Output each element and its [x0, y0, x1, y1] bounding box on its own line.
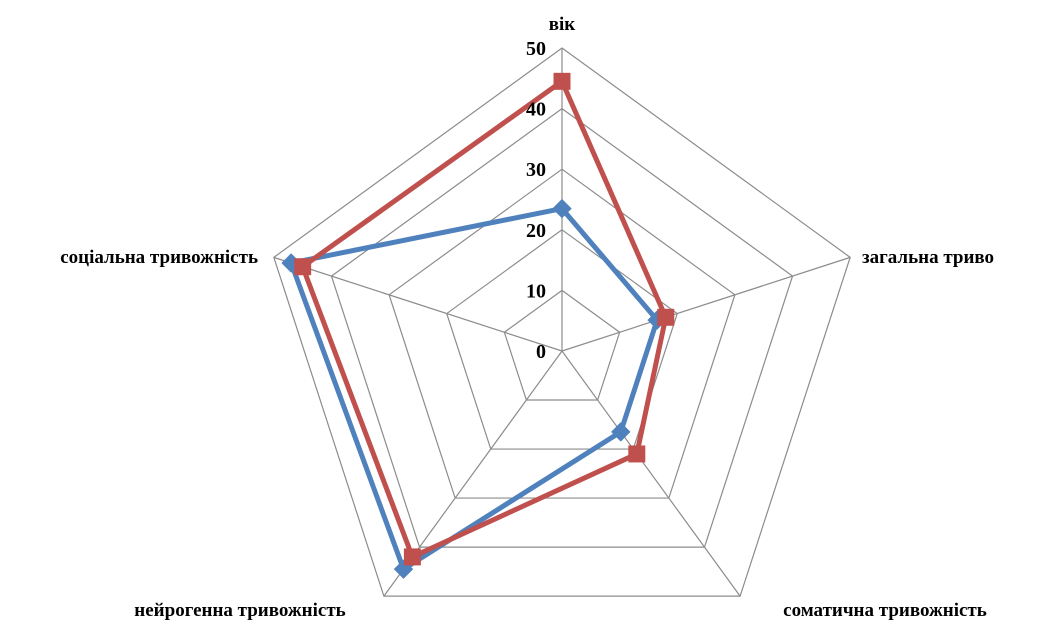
series-2-point	[294, 258, 312, 276]
series-2-point	[553, 72, 571, 90]
radar-axis-labels: вік загальна триво соматична тривожність не…	[60, 14, 994, 620]
series-1-point	[611, 422, 631, 442]
series-1-line	[288, 206, 660, 572]
tick-label: 10	[526, 280, 546, 302]
tick-label: 50	[526, 38, 546, 60]
axis-label: загальна триво	[862, 247, 994, 268]
axis-label: соціальна тривожність	[60, 247, 258, 268]
series-2-point	[657, 308, 675, 326]
series-2-line	[300, 78, 669, 560]
series-2-point	[403, 548, 421, 566]
radar-tick-labels: 0 10 20 30 40 50	[526, 38, 546, 363]
radar-grid	[273, 47, 851, 597]
series-1-point	[552, 198, 572, 219]
radar-series	[281, 72, 675, 579]
axis-spoke	[561, 256, 851, 352]
tick-label: 0	[536, 341, 546, 363]
grid-ring	[273, 47, 851, 597]
axis-label: нейрогенна тривожність	[134, 600, 345, 620]
axis-spoke	[273, 256, 563, 352]
axis-spoke	[561, 350, 741, 597]
axis-label: соматична тривожність	[783, 600, 987, 620]
grid-ring	[388, 168, 736, 499]
axis-label: вік	[549, 14, 576, 35]
tick-label: 20	[526, 220, 546, 242]
tick-label: 40	[526, 99, 546, 121]
series-2-point	[628, 445, 646, 463]
tick-label: 30	[526, 159, 546, 181]
grid-ring	[503, 289, 621, 401]
